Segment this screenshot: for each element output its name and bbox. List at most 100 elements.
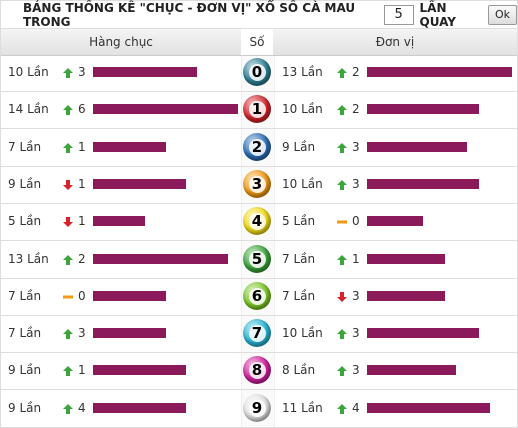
row: 9 Lần 1 10 Lần 3 3 [1, 166, 517, 204]
count-bar [367, 178, 479, 189]
digit: 9 [248, 399, 266, 417]
column-header: Hàng chục [89, 35, 153, 49]
digit: 6 [248, 287, 266, 305]
trend-icon [62, 291, 74, 306]
count-bar [93, 365, 187, 376]
count-bar [367, 104, 479, 115]
count-label: 5 Lần [282, 214, 316, 229]
ball: 6 [243, 281, 271, 310]
ball: 7 [243, 319, 271, 348]
trend-icon [62, 179, 74, 194]
count-label: 7 Lần [8, 326, 42, 341]
ball: 8 [243, 356, 271, 385]
count-label: 10 Lần [8, 65, 49, 79]
digit: 3 [248, 175, 266, 193]
count-label: 8 Lần [282, 363, 316, 378]
change: 3 [78, 326, 86, 341]
row: 9 Lần 1 8 Lần 3 8 [1, 352, 517, 391]
row: 13 Lần 2 7 Lần 1 5 [1, 241, 517, 279]
ball: 9 [243, 393, 271, 422]
title: BẢNG THỐNG KÊ "CHỤC - ĐƠN VỊ" XỔ SỐ CÀ M… [23, 1, 356, 29]
change: 3 [352, 139, 360, 154]
count-label: 7 Lần [8, 139, 42, 154]
count-label: 9 Lần [8, 363, 42, 378]
trend-icon [336, 291, 348, 306]
column-header: Đơn vị [375, 35, 415, 49]
trend-icon [336, 104, 348, 119]
ball: 1 [243, 95, 271, 124]
row: 9 Lần 4 11 Lần 4 9 [1, 390, 517, 428]
count-label: 9 Lần [8, 176, 42, 191]
change: 1 [352, 251, 360, 266]
count-label: 5 Lần [8, 214, 42, 229]
count-label: 14 Lần [8, 102, 49, 117]
count-bar [367, 67, 512, 77]
change: 2 [352, 102, 360, 117]
count-label: 10 Lần [282, 326, 323, 341]
row: 7 Lần 3 10 Lần 3 7 [1, 315, 517, 354]
change: 1 [78, 363, 86, 378]
change: 4 [78, 400, 86, 415]
change: 3 [352, 176, 360, 191]
change: 1 [78, 139, 86, 154]
digit: 2 [248, 138, 266, 156]
count-label: 10 Lần [282, 102, 323, 117]
trend-icon [336, 365, 348, 380]
trend-icon [62, 104, 74, 119]
change: 6 [78, 102, 86, 117]
count-bar [367, 216, 423, 227]
count-bar [367, 253, 446, 264]
trend-icon [62, 365, 74, 380]
count-label: 10 Lần [282, 176, 323, 191]
count-label: 11 Lần [282, 400, 323, 415]
ball: 0 [243, 58, 271, 86]
count-bar [93, 290, 166, 301]
ball: 2 [243, 132, 271, 161]
digit: 4 [248, 213, 266, 231]
count-bar [93, 253, 228, 264]
change: 1 [78, 214, 86, 229]
digit: 0 [248, 64, 266, 81]
trend-icon [62, 403, 74, 418]
digit: 5 [248, 250, 266, 268]
count-bar [93, 402, 187, 413]
trend-icon [62, 328, 74, 343]
count-bar [367, 290, 446, 301]
trend-icon [336, 216, 348, 231]
trend-icon [62, 254, 74, 269]
change: 3 [352, 363, 360, 378]
count-bar [93, 216, 145, 227]
trend-icon [62, 216, 74, 231]
count-label: 7 Lần [282, 251, 316, 266]
change: 3 [78, 65, 86, 79]
trend-icon [336, 403, 348, 418]
change: 2 [78, 251, 86, 266]
trend-icon [62, 142, 74, 157]
change: 0 [78, 288, 86, 303]
count-bar [367, 402, 490, 413]
trend-icon [336, 67, 348, 82]
change: 0 [352, 214, 360, 229]
count-label: 9 Lần [282, 139, 316, 154]
row: 14 Lần 6 10 Lần 2 1 [1, 91, 517, 130]
trend-icon [62, 67, 74, 82]
digit: 8 [248, 362, 266, 380]
row: 5 Lần 1 5 Lần 0 4 [1, 203, 517, 242]
change: 1 [78, 176, 86, 191]
count-label: 13 Lần [8, 251, 49, 266]
change: 2 [352, 65, 360, 79]
trend-icon [336, 254, 348, 269]
header: BẢNG THỐNG KÊ "CHỤC - ĐƠN VỊ" XỔ SỐ CÀ M… [1, 1, 518, 29]
row: 7 Lần 0 7 Lần 3 6 [1, 278, 517, 316]
count-bar [93, 141, 166, 152]
trend-icon [336, 142, 348, 157]
ball: 3 [243, 169, 271, 198]
draws-input[interactable]: 5 [383, 5, 414, 25]
change: 3 [352, 326, 360, 341]
trend-icon [336, 179, 348, 194]
ball: 5 [243, 244, 271, 273]
ok-button[interactable]: Ok [487, 5, 518, 25]
trend-icon [336, 328, 348, 343]
change: 3 [352, 288, 360, 303]
